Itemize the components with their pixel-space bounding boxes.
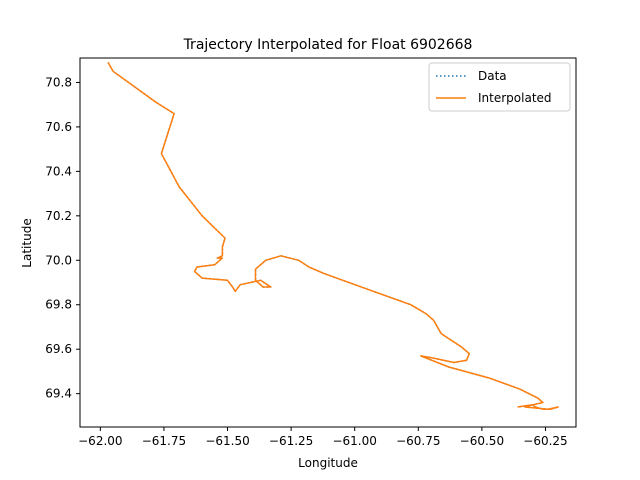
x-tick-label: −60.25 bbox=[523, 434, 567, 448]
plot-area bbox=[80, 58, 576, 427]
y-tick-label: 70.8 bbox=[45, 75, 72, 89]
x-tick-label: −60.75 bbox=[396, 434, 440, 448]
y-tick-label: 69.4 bbox=[45, 387, 72, 401]
x-tick-label: −61.50 bbox=[205, 434, 249, 448]
y-tick-label: 69.8 bbox=[45, 298, 72, 312]
y-tick-label: 70.6 bbox=[45, 120, 72, 134]
legend-interpolated-label: Interpolated bbox=[478, 91, 552, 105]
y-tick-label: 70.4 bbox=[45, 164, 72, 178]
legend: Data Interpolated bbox=[429, 63, 570, 111]
x-axis-label: Longitude bbox=[298, 456, 358, 470]
x-tick-label: −61.25 bbox=[269, 434, 313, 448]
y-tick-label: 69.6 bbox=[45, 342, 72, 356]
x-tick-label: −62.00 bbox=[78, 434, 122, 448]
y-tick-label: 70.2 bbox=[45, 209, 72, 223]
x-tick-label: −61.00 bbox=[332, 434, 376, 448]
legend-data-label: Data bbox=[478, 69, 507, 83]
x-tick-label: −61.75 bbox=[142, 434, 186, 448]
chart-title: Trajectory Interpolated for Float 690266… bbox=[183, 37, 473, 53]
y-axis-label: Latitude bbox=[20, 218, 34, 267]
y-tick-label: 70.0 bbox=[45, 253, 72, 267]
x-tick-label: −60.50 bbox=[460, 434, 504, 448]
